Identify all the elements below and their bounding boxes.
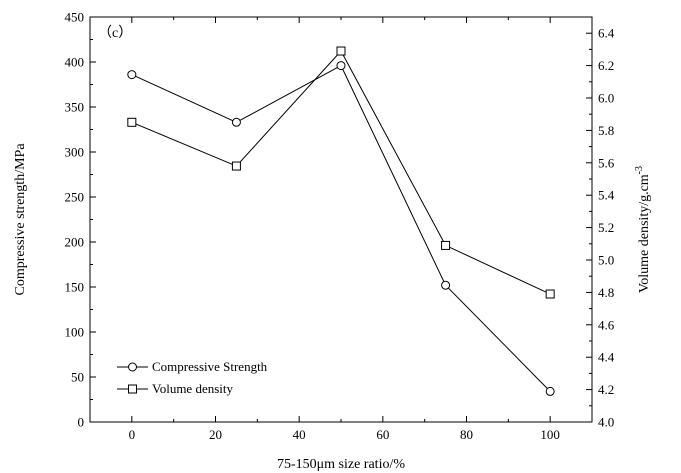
x-axis-title: 75-150μm size ratio/% xyxy=(277,457,405,472)
y-right-tick-label: 4.8 xyxy=(598,285,614,300)
data-point-volume-density xyxy=(441,240,451,250)
y-right-tick-label: 4.4 xyxy=(598,350,615,365)
legend-label-compressive-strength: Compressive Strength xyxy=(152,359,268,374)
data-point-compressive-strength xyxy=(231,117,241,127)
data-point-compressive-strength xyxy=(441,280,451,290)
series-line-compressive-strength xyxy=(131,64,551,392)
series-layer xyxy=(127,46,555,396)
y-left-tick-label: 450 xyxy=(65,10,85,25)
y-right-tick-label: 5.2 xyxy=(598,220,614,235)
legend-item-volume-density: Volume density xyxy=(117,381,234,396)
y-left-tick-label: 400 xyxy=(65,55,85,70)
data-point-volume-density xyxy=(336,46,346,56)
y-right-tick-label: 4.2 xyxy=(598,382,614,397)
y-left-tick-label: 250 xyxy=(65,190,85,205)
y-axis-right-title-text: Volume density/g.cm xyxy=(637,174,652,293)
x-tick-label: 80 xyxy=(460,427,473,442)
y-left-tick-label: 50 xyxy=(71,370,84,385)
y-right-tick-label: 6.4 xyxy=(598,26,615,41)
x-tick-label: 100 xyxy=(540,427,560,442)
legend-label-volume-density: Volume density xyxy=(152,381,234,396)
y-axis-right-title: Volume density/g.cm-3 xyxy=(634,166,652,293)
y-right-tick-label: 5.8 xyxy=(598,123,614,138)
y-left-tick-label: 0 xyxy=(78,415,85,430)
data-point-compressive-strength xyxy=(545,386,555,396)
y-right-tick-label: 6.2 xyxy=(598,58,614,73)
legend-marker-square xyxy=(128,384,137,394)
y-right-tick-label: 5.6 xyxy=(598,155,615,170)
y-left-tick-label: 150 xyxy=(65,280,85,295)
data-point-compressive-strength xyxy=(336,61,346,71)
legend-item-compressive-strength: Compressive Strength xyxy=(117,359,268,374)
y-right-tick-label: 4.0 xyxy=(598,415,614,430)
y-left-tick-label: 350 xyxy=(65,100,85,115)
data-point-volume-density xyxy=(127,117,137,127)
y-left-tick-label: 300 xyxy=(65,145,85,160)
data-point-compressive-strength xyxy=(127,70,137,80)
y-left-tick-label: 200 xyxy=(65,235,85,250)
x-tick-label: 20 xyxy=(209,427,222,442)
x-tick-label: 0 xyxy=(129,427,136,442)
axis-ticks: 0 20 40 60 80 100 0 50 100 150 200 250 300 350 400 450 4… xyxy=(65,10,615,443)
y-left-tick-label: 100 xyxy=(65,325,85,340)
y-right-tick-label: 5.0 xyxy=(598,253,614,268)
y-axis-left-title: Compressive strength/MPa xyxy=(13,143,28,296)
y-axis-right-title-sup: -3 xyxy=(634,166,645,174)
y-right-tick-label: 5.4 xyxy=(598,188,615,203)
x-tick-label: 60 xyxy=(376,427,389,442)
panel-label: （c） xyxy=(98,25,132,41)
legend: Compressive Strength Volume density xyxy=(117,359,268,396)
y-right-tick-label: 6.0 xyxy=(598,91,614,106)
data-point-volume-density xyxy=(231,161,241,171)
x-tick-label: 40 xyxy=(293,427,306,442)
series-line-volume-density xyxy=(131,50,551,295)
y-right-tick-label: 4.6 xyxy=(598,317,615,332)
legend-marker-circle xyxy=(128,362,137,372)
data-point-volume-density xyxy=(545,289,555,299)
